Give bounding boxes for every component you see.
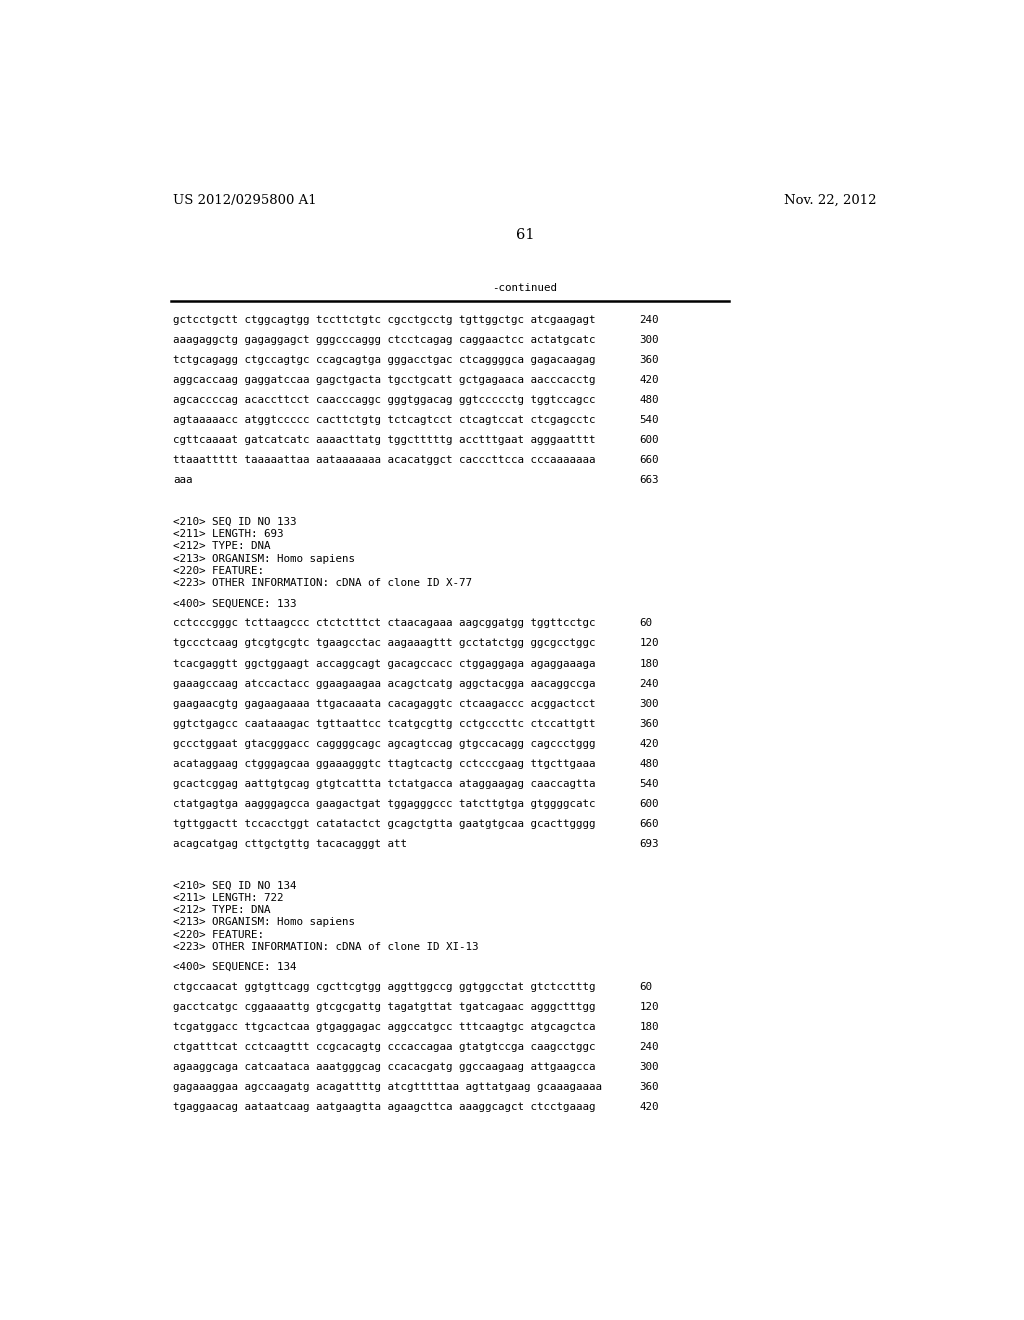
Text: 420: 420 — [640, 375, 659, 385]
Text: <220> FEATURE:: <220> FEATURE: — [173, 929, 264, 940]
Text: <211> LENGTH: 722: <211> LENGTH: 722 — [173, 892, 284, 903]
Text: 420: 420 — [640, 1102, 659, 1111]
Text: <400> SEQUENCE: 134: <400> SEQUENCE: 134 — [173, 962, 297, 972]
Text: 600: 600 — [640, 436, 659, 445]
Text: 480: 480 — [640, 759, 659, 768]
Text: 480: 480 — [640, 395, 659, 405]
Text: aggcaccaag gaggatccaa gagctgacta tgcctgcatt gctgagaaca aacccacctg: aggcaccaag gaggatccaa gagctgacta tgcctgc… — [173, 375, 595, 385]
Text: 61: 61 — [515, 228, 535, 243]
Text: <210> SEQ ID NO 133: <210> SEQ ID NO 133 — [173, 517, 297, 527]
Text: 660: 660 — [640, 455, 659, 465]
Text: 240: 240 — [640, 315, 659, 325]
Text: <220> FEATURE:: <220> FEATURE: — [173, 566, 264, 576]
Text: <213> ORGANISM: Homo sapiens: <213> ORGANISM: Homo sapiens — [173, 554, 355, 564]
Text: aaagaggctg gagaggagct gggcccaggg ctcctcagag caggaactcc actatgcatc: aaagaggctg gagaggagct gggcccaggg ctcctca… — [173, 335, 595, 345]
Text: 420: 420 — [640, 739, 659, 748]
Text: acataggaag ctgggagcaa ggaaagggtc ttagtcactg cctcccgaag ttgcttgaaa: acataggaag ctgggagcaa ggaaagggtc ttagtca… — [173, 759, 595, 768]
Text: tctgcagagg ctgccagtgc ccagcagtga gggacctgac ctcaggggca gagacaagag: tctgcagagg ctgccagtgc ccagcagtga gggacct… — [173, 355, 595, 366]
Text: gcactcggag aattgtgcag gtgtcattta tctatgacca ataggaagag caaccagtta: gcactcggag aattgtgcag gtgtcattta tctatga… — [173, 779, 595, 788]
Text: Nov. 22, 2012: Nov. 22, 2012 — [784, 194, 877, 207]
Text: gctcctgctt ctggcagtgg tccttctgtc cgcctgcctg tgttggctgc atcgaagagt: gctcctgctt ctggcagtgg tccttctgtc cgcctgc… — [173, 315, 595, 325]
Text: 360: 360 — [640, 1082, 659, 1092]
Text: ctgccaacat ggtgttcagg cgcttcgtgg aggttggccg ggtggcctat gtctcctttg: ctgccaacat ggtgttcagg cgcttcgtgg aggttgg… — [173, 982, 595, 991]
Text: 663: 663 — [640, 475, 659, 486]
Text: 300: 300 — [640, 1063, 659, 1072]
Text: tcgatggacc ttgcactcaa gtgaggagac aggccatgcc tttcaagtgc atgcagctca: tcgatggacc ttgcactcaa gtgaggagac aggccat… — [173, 1022, 595, 1032]
Text: cctcccgggc tcttaagccc ctctctttct ctaacagaaa aagcggatgg tggttcctgc: cctcccgggc tcttaagccc ctctctttct ctaacag… — [173, 619, 595, 628]
Text: ctgatttcat cctcaagttt ccgcacagtg cccaccagaa gtatgtccga caagcctggc: ctgatttcat cctcaagttt ccgcacagtg cccacca… — [173, 1041, 595, 1052]
Text: <223> OTHER INFORMATION: cDNA of clone ID XI-13: <223> OTHER INFORMATION: cDNA of clone I… — [173, 942, 478, 952]
Text: agtaaaaacc atggtccccc cacttctgtg tctcagtcct ctcagtccat ctcgagcctc: agtaaaaacc atggtccccc cacttctgtg tctcagt… — [173, 416, 595, 425]
Text: 300: 300 — [640, 335, 659, 345]
Text: ggtctgagcc caataaagac tgttaattcc tcatgcgttg cctgcccttc ctccattgtt: ggtctgagcc caataaagac tgttaattcc tcatgcg… — [173, 718, 595, 729]
Text: ttaaattttt taaaaattaa aataaaaaaa acacatggct cacccttcca cccaaaaaaa: ttaaattttt taaaaattaa aataaaaaaa acacatg… — [173, 455, 595, 465]
Text: <212> TYPE: DNA: <212> TYPE: DNA — [173, 541, 270, 552]
Text: gccctggaat gtacgggacc caggggcagc agcagtccag gtgccacagg cagccctggg: gccctggaat gtacgggacc caggggcagc agcagtc… — [173, 739, 595, 748]
Text: 180: 180 — [640, 1022, 659, 1032]
Text: agaaggcaga catcaataca aaatgggcag ccacacgatg ggccaagaag attgaagcca: agaaggcaga catcaataca aaatgggcag ccacacg… — [173, 1063, 595, 1072]
Text: 300: 300 — [640, 698, 659, 709]
Text: <400> SEQUENCE: 133: <400> SEQUENCE: 133 — [173, 598, 297, 609]
Text: gaaagccaag atccactacc ggaagaagaa acagctcatg aggctacgga aacaggccga: gaaagccaag atccactacc ggaagaagaa acagctc… — [173, 678, 595, 689]
Text: US 2012/0295800 A1: US 2012/0295800 A1 — [173, 194, 316, 207]
Text: 693: 693 — [640, 838, 659, 849]
Text: ctatgagtga aagggagcca gaagactgat tggagggccc tatcttgtga gtggggcatc: ctatgagtga aagggagcca gaagactgat tggaggg… — [173, 799, 595, 809]
Text: gagaaaggaa agccaagatg acagattttg atcgtttttaa agttatgaag gcaaagaaaa: gagaaaggaa agccaagatg acagattttg atcgttt… — [173, 1082, 602, 1092]
Text: cgttcaaaat gatcatcatc aaaacttatg tggctttttg acctttgaat agggaatttt: cgttcaaaat gatcatcatc aaaacttatg tggcttt… — [173, 436, 595, 445]
Text: gaagaacgtg gagaagaaaa ttgacaaata cacagaggtc ctcaagaccc acggactcct: gaagaacgtg gagaagaaaa ttgacaaata cacagag… — [173, 698, 595, 709]
Text: <211> LENGTH: 693: <211> LENGTH: 693 — [173, 529, 284, 539]
Text: tgttggactt tccacctggt catatactct gcagctgtta gaatgtgcaa gcacttgggg: tgttggactt tccacctggt catatactct gcagctg… — [173, 818, 595, 829]
Text: 180: 180 — [640, 659, 659, 668]
Text: 360: 360 — [640, 355, 659, 366]
Text: aaa: aaa — [173, 475, 193, 486]
Text: tgaggaacag aataatcaag aatgaagtta agaagcttca aaaggcagct ctcctgaaag: tgaggaacag aataatcaag aatgaagtta agaagct… — [173, 1102, 595, 1111]
Text: 540: 540 — [640, 779, 659, 788]
Text: tcacgaggtt ggctggaagt accaggcagt gacagccacc ctggaggaga agaggaaaga: tcacgaggtt ggctggaagt accaggcagt gacagcc… — [173, 659, 595, 668]
Text: agcaccccag acaccttcct caacccaggc gggtggacag ggtccccctg tggtccagcc: agcaccccag acaccttcct caacccaggc gggtgga… — [173, 395, 595, 405]
Text: <212> TYPE: DNA: <212> TYPE: DNA — [173, 906, 270, 915]
Text: gacctcatgc cggaaaattg gtcgcgattg tagatgttat tgatcagaac agggctttgg: gacctcatgc cggaaaattg gtcgcgattg tagatgt… — [173, 1002, 595, 1012]
Text: 600: 600 — [640, 799, 659, 809]
Text: <213> ORGANISM: Homo sapiens: <213> ORGANISM: Homo sapiens — [173, 917, 355, 927]
Text: 240: 240 — [640, 678, 659, 689]
Text: <210> SEQ ID NO 134: <210> SEQ ID NO 134 — [173, 880, 297, 890]
Text: 120: 120 — [640, 639, 659, 648]
Text: 360: 360 — [640, 718, 659, 729]
Text: 60: 60 — [640, 619, 652, 628]
Text: 120: 120 — [640, 1002, 659, 1012]
Text: -continued: -continued — [493, 282, 557, 293]
Text: 60: 60 — [640, 982, 652, 991]
Text: 660: 660 — [640, 818, 659, 829]
Text: <223> OTHER INFORMATION: cDNA of clone ID X-77: <223> OTHER INFORMATION: cDNA of clone I… — [173, 578, 472, 589]
Text: tgccctcaag gtcgtgcgtc tgaagcctac aagaaagttt gcctatctgg ggcgcctggc: tgccctcaag gtcgtgcgtc tgaagcctac aagaaag… — [173, 639, 595, 648]
Text: 540: 540 — [640, 416, 659, 425]
Text: 240: 240 — [640, 1041, 659, 1052]
Text: acagcatgag cttgctgttg tacacagggt att: acagcatgag cttgctgttg tacacagggt att — [173, 838, 407, 849]
